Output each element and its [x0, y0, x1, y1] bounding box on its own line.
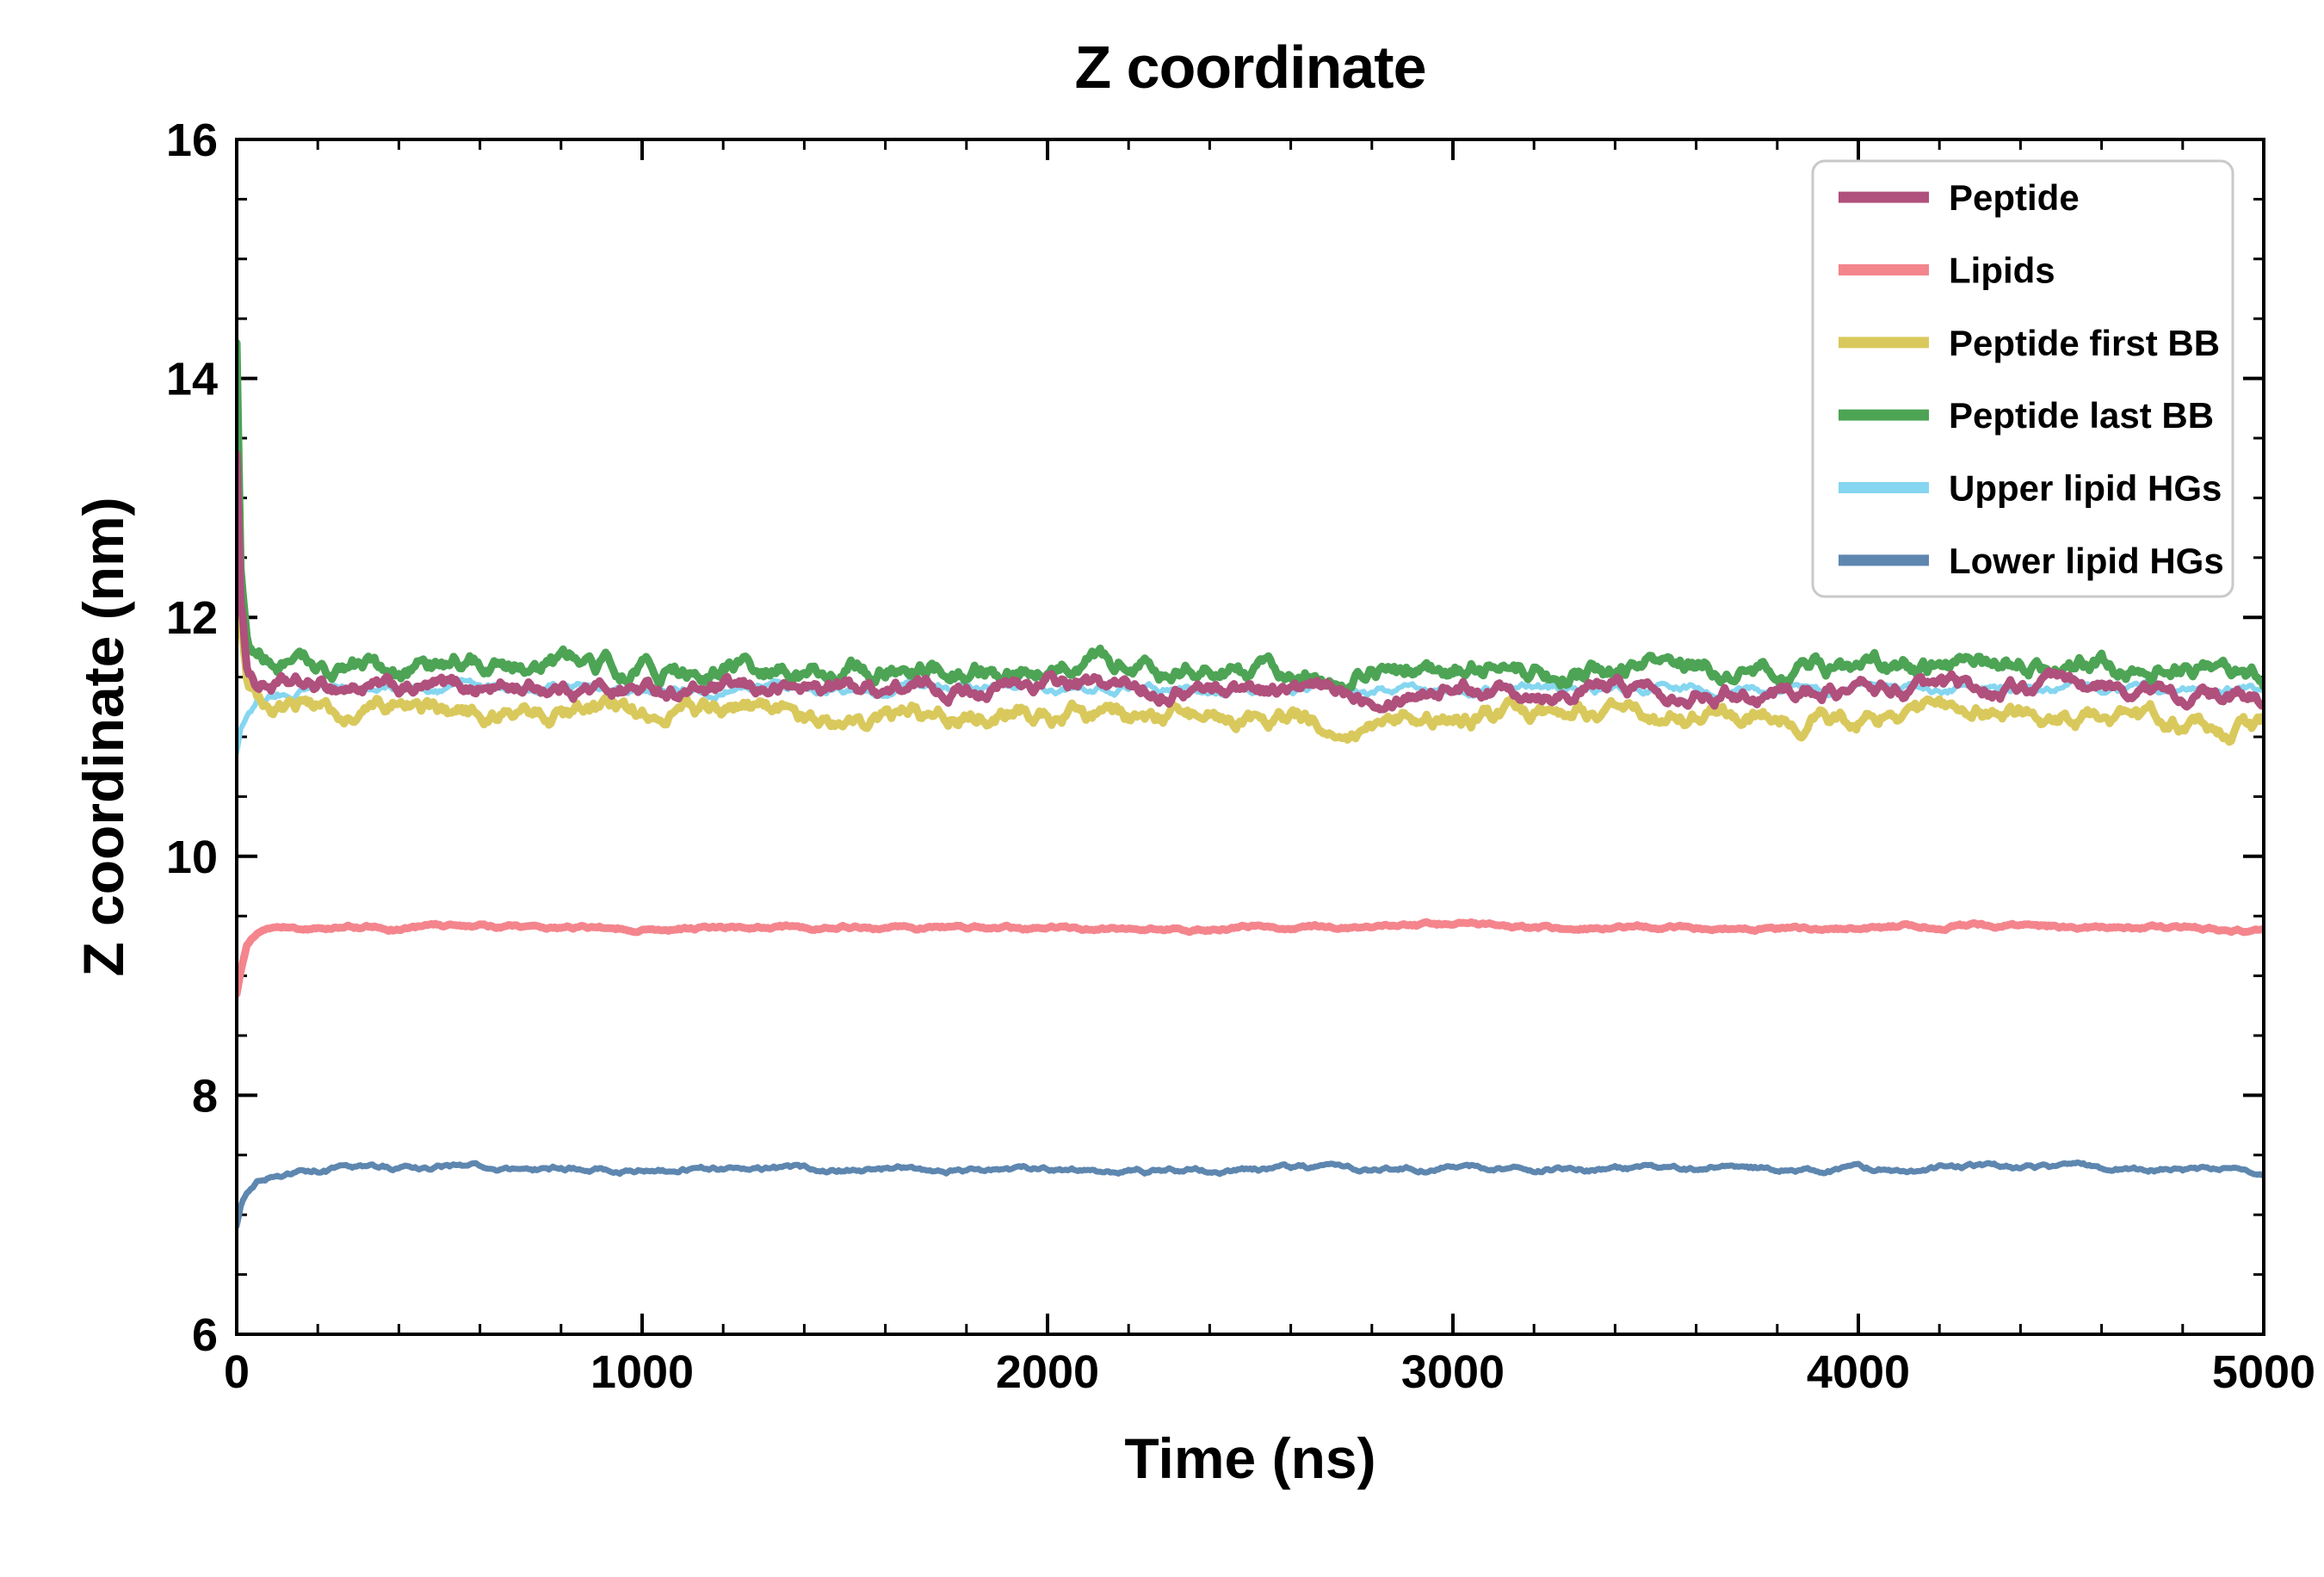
series-line-lipids: [237, 918, 2264, 998]
x-tick-label: 5000: [2212, 1346, 2315, 1398]
chart-title: Z coordinate: [1074, 34, 1426, 101]
series-line-lower-lipid-hgs: [237, 1159, 2264, 1229]
plot-spines: [235, 138, 2265, 1336]
legend-label-peptide-first-bb: Peptide first BB: [1949, 323, 2220, 363]
x-tick-label: 4000: [1807, 1346, 1910, 1398]
y-tick-label: 6: [192, 1309, 218, 1361]
y-tick-label: 16: [166, 114, 218, 166]
x-tick-label: 0: [224, 1346, 250, 1398]
z-coordinate-chart: Z coordinate Z coordinate (nm) Time (ns)…: [34, 14, 2324, 1563]
x-axis-label: Time (ns): [1124, 1426, 1376, 1490]
legend-label-peptide-last-bb: Peptide last BB: [1949, 395, 2214, 436]
y-tick-label: 14: [166, 354, 218, 405]
series-line-upper-lipid-hgs: [237, 676, 2264, 755]
legend-label-lipids: Lipids: [1949, 250, 2055, 291]
legend-label-lower-lipid-hgs: Lower lipid HGs: [1949, 541, 2224, 581]
legend-box: [1811, 159, 2234, 598]
x-tick-label: 1000: [590, 1346, 694, 1398]
x-tick-label: 3000: [1401, 1346, 1505, 1398]
y-tick-label: 8: [192, 1070, 218, 1122]
legend-label-upper-lipid-hgs: Upper lipid HGs: [1949, 468, 2222, 509]
y-tick-label: 10: [166, 832, 218, 883]
x-tick-label: 2000: [996, 1346, 1099, 1398]
series-line-peptide-first-bb: [237, 459, 2264, 746]
series-line-peptide: [237, 450, 2264, 714]
series-line-peptide-last-bb: [237, 338, 2264, 696]
legend-label-peptide: Peptide: [1949, 177, 2080, 218]
y-tick-label: 12: [166, 592, 218, 644]
plot-area: 0 1000 2000 3000 4000 5000 6 8 10 12 14 16 Peptide Li…: [166, 114, 2315, 1398]
